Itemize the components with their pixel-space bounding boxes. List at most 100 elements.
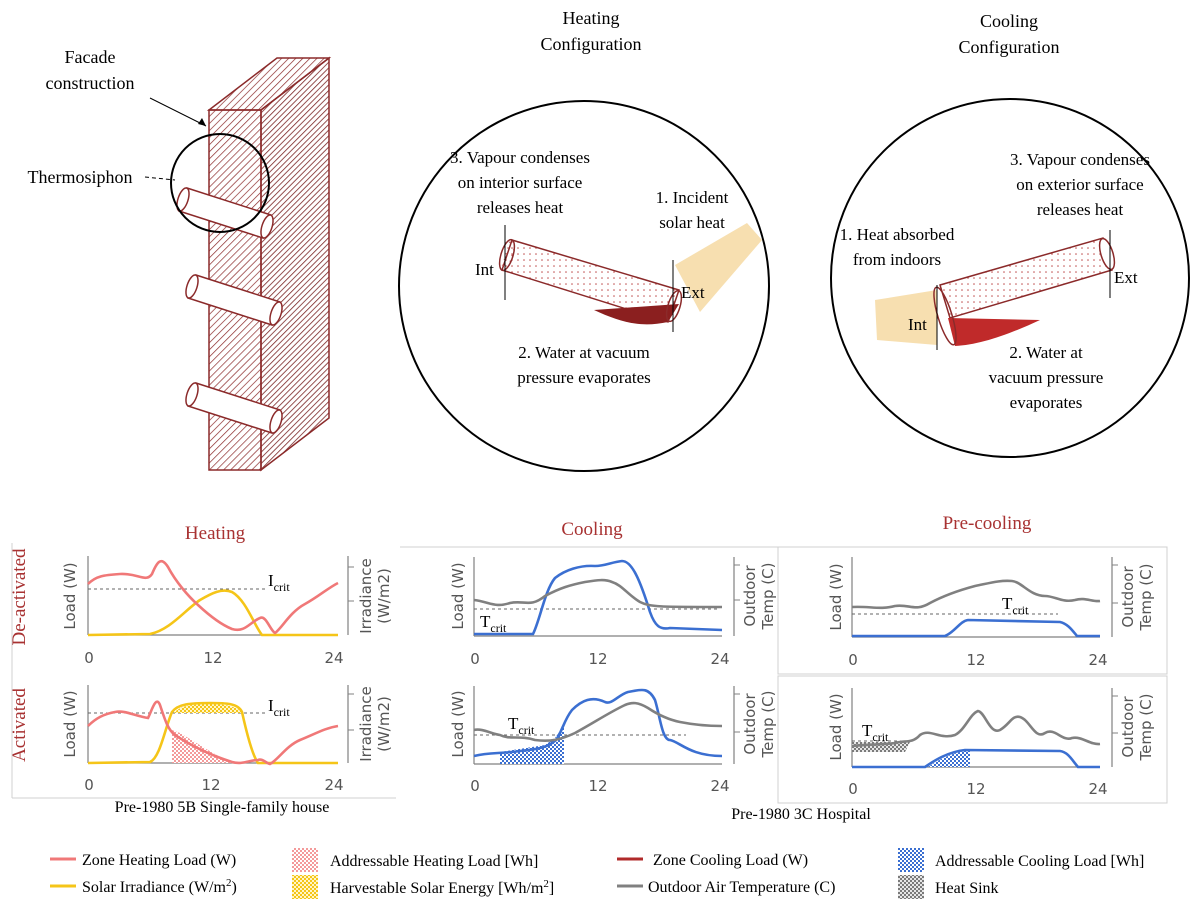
chart-precooling-deactivated: Tcrit	[851, 557, 1118, 638]
ylabel-load-cooling-deactivated: Load (W)	[449, 562, 467, 629]
x-tick: 12	[201, 776, 220, 794]
ylabel-temp-l1: Outdoor	[741, 565, 759, 627]
heating-step1-l2: solar heat	[659, 213, 725, 232]
ylabel-temp-l1: Outdoor	[741, 693, 759, 755]
x-tick: 24	[710, 650, 729, 668]
cooling-step1-l1: 1. Heat absorbed	[840, 225, 955, 244]
ylabel-irradiance-l2: (W/m2)	[375, 696, 393, 752]
cooling-int-label: Int	[908, 315, 927, 334]
ylabel-irradiance-l1: Irradiance	[357, 558, 375, 634]
tcrit-label: Tcrit	[508, 714, 535, 737]
outdoor-temp-curve	[473, 701, 723, 743]
icrit-label: Icrit	[268, 571, 290, 594]
chart-precooling-activated: Tcrit	[851, 688, 1118, 769]
x-tick: 12	[203, 649, 222, 667]
thermosiphon-tube	[185, 274, 283, 326]
zone-cooling-load-curve	[852, 618, 1100, 638]
caption-hospital: Pre-1980 3C Hospital	[731, 806, 871, 823]
ylabel-load-precooling-deactivated: Load (W)	[827, 563, 845, 630]
cooling-step3-l1: 3. Vapour condenses	[1010, 150, 1150, 169]
legend-solar-irradiance: Solar Irradiance (W/m2)	[82, 877, 237, 896]
harvestable-solar-area	[174, 704, 244, 713]
thermosiphon-pointer	[144, 176, 176, 181]
ylabel-irradiance-l1: Irradiance	[357, 686, 375, 762]
x-tick: 0	[470, 650, 480, 668]
cooling-tube	[933, 237, 1116, 346]
cooling-ext-label: Ext	[1114, 268, 1138, 287]
icrit-label: Icrit	[268, 696, 290, 719]
heating-step1-l1: 1. Incident	[656, 188, 729, 207]
ylabel-temp-l2: Temp (C)	[759, 563, 777, 631]
legend-swatch-addressable-cooling	[898, 848, 924, 872]
chart-heating-activated: Icrit	[87, 685, 354, 766]
heating-int-label: Int	[475, 260, 494, 279]
thermosiphon-tube	[176, 187, 274, 239]
cooling-step1-l2: from indoors	[853, 250, 941, 269]
caption-house: Pre-1980 5B Single-family house	[115, 799, 330, 816]
outdoor-temp-curve	[851, 709, 1101, 748]
ylabel-temp-l2: Temp (C)	[759, 691, 777, 759]
x-tick: 24	[1088, 651, 1107, 669]
thermosiphon-tube	[185, 382, 283, 434]
ylabel-load-cooling-activated: Load (W)	[449, 690, 467, 757]
ylabel-temp-l2: Temp (C)	[1137, 694, 1155, 762]
x-tick: 0	[848, 780, 858, 798]
cooling-config-title-l1: Cooling	[980, 11, 1038, 31]
x-tick: 12	[588, 777, 607, 795]
x-tick: 0	[84, 776, 94, 794]
legend: Zone Heating Load (W) Solar Irradiance (…	[50, 848, 1144, 899]
tcrit-label: Tcrit	[862, 721, 889, 744]
zone-heating-load-curve	[87, 559, 339, 635]
heating-step3-l1: 3. Vapour condenses	[450, 148, 590, 167]
zone-heating-load-curve	[87, 700, 339, 766]
cooling-configuration: Cooling Configuration 3. Vapour condense…	[830, 11, 1190, 458]
addressable-cooling-area	[928, 750, 970, 767]
zoom-circle	[170, 133, 270, 233]
legend-zone-heating: Zone Heating Load (W)	[82, 852, 236, 869]
zone-cooling-load-curve	[473, 688, 723, 758]
legend-zone-cooling: Zone Cooling Load (W)	[653, 852, 808, 869]
cooling-config-title-l2: Configuration	[959, 37, 1060, 57]
legend-harvestable-solar: Harvestable Solar Energy [Wh/m2]	[330, 878, 554, 897]
water-pool	[948, 318, 1040, 346]
ylabel-irradiance-l2: (W/m2)	[375, 568, 393, 624]
heating-tube	[498, 238, 683, 325]
tcrit-label: Tcrit	[480, 612, 507, 635]
x-tick: 24	[324, 776, 343, 794]
ylabel-temp-l2: Temp (C)	[1137, 564, 1155, 632]
cooling-config-circle	[830, 98, 1190, 458]
row-label-activated: Activated	[9, 688, 30, 762]
addressable-cooling-area	[500, 722, 564, 764]
row-label-deactivated: De-activated	[9, 548, 30, 646]
legend-outdoor-temp: Outdoor Air Temperature (C)	[648, 879, 835, 896]
facade-pointer	[149, 97, 207, 127]
cooling-step2-l1: 2. Water at	[1009, 343, 1083, 362]
solar-irradiance-curve	[87, 701, 338, 765]
ylabel-temp-l1: Outdoor	[1119, 696, 1137, 758]
cooling-step2-l3: evaporates	[1010, 393, 1083, 412]
x-tick: 12	[966, 651, 985, 669]
heating-config-title-l2: Configuration	[541, 34, 642, 54]
outdoor-temp-curve	[473, 578, 723, 609]
ylabel-load-heating-activated: Load (W)	[61, 690, 79, 757]
cooling-step2-l2: vacuum pressure	[989, 368, 1104, 387]
addressable-heating-area	[172, 730, 232, 763]
heating-ext-label: Ext	[681, 283, 705, 302]
ylabel-temp-l1: Outdoor	[1119, 566, 1137, 628]
zone-cooling-load-curve	[852, 748, 1100, 769]
cooling-step3-l2: on exterior surface	[1016, 175, 1143, 194]
solar-irradiance-curve	[87, 589, 338, 637]
heating-step3-l3: releases heat	[477, 198, 564, 217]
thermosiphon-label: Thermosiphon	[28, 167, 133, 187]
panel-title-precooling: Pre-cooling	[943, 513, 1032, 534]
heating-configuration: Heating Configuration 3. Vapour condense…	[398, 8, 770, 472]
x-tick: 0	[848, 651, 858, 669]
x-tick: 12	[966, 780, 985, 798]
heating-step3-l2: on interior surface	[458, 173, 583, 192]
panel-title-cooling: Cooling	[561, 519, 623, 540]
facade-label-l1: Facade	[65, 47, 116, 67]
heating-config-circle	[398, 100, 770, 472]
legend-heat-sink: Heat Sink	[935, 880, 999, 897]
ylabel-load-precooling-activated: Load (W)	[827, 693, 845, 760]
legend-addressable-heating: Addressable Heating Load [Wh]	[330, 853, 538, 870]
